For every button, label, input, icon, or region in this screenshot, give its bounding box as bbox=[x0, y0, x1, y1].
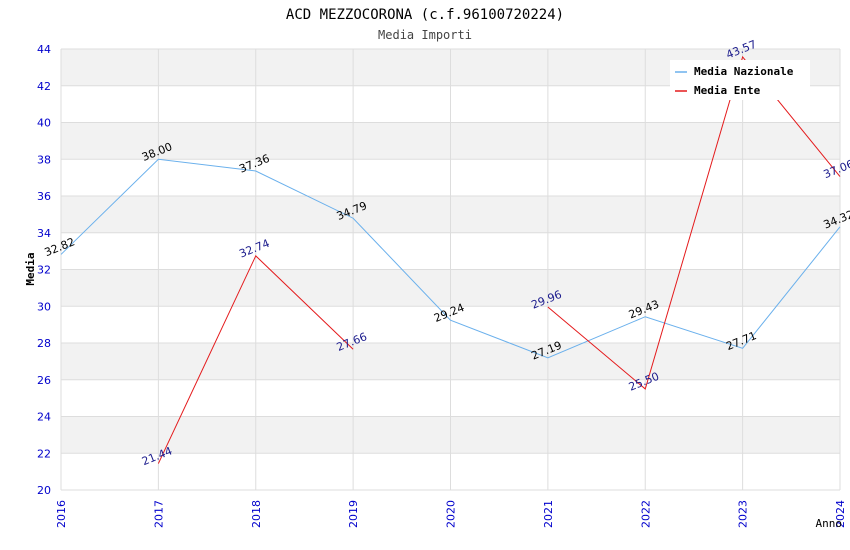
x-axis-label: Anno bbox=[816, 517, 843, 530]
x-tick-label: 2024 bbox=[834, 500, 847, 528]
x-tick-label: 2019 bbox=[347, 500, 360, 528]
legend-label-media-ente: Media Ente bbox=[694, 84, 761, 97]
y-tick-label: 28 bbox=[37, 337, 51, 350]
y-tick-label: 44 bbox=[37, 43, 51, 56]
y-tick-label: 42 bbox=[37, 80, 51, 93]
x-tick-label: 2023 bbox=[737, 500, 750, 528]
y-tick-labels: 20 22 24 26 28 30 32 34 36 38 40 42 44 bbox=[37, 43, 51, 497]
y-axis-label: Media bbox=[24, 252, 37, 285]
x-tick-label: 2016 bbox=[55, 500, 68, 528]
series-line-media-ente bbox=[547, 55, 841, 390]
series-line-media-ente bbox=[157, 255, 354, 464]
y-tick-label: 36 bbox=[37, 190, 51, 203]
chart-subtitle: Media Importi bbox=[378, 28, 472, 42]
data-label-media-ente: 32.74 bbox=[237, 237, 271, 261]
legend-label-media-nazionale: Media Nazionale bbox=[694, 65, 794, 78]
y-tick-label: 26 bbox=[37, 374, 51, 387]
y-tick-label: 40 bbox=[37, 117, 51, 130]
data-label-media-ente: 37.06 bbox=[822, 157, 850, 181]
x-tick-labels: 2016 2017 2018 2019 2020 2021 2022 2023 2024 bbox=[55, 500, 847, 528]
y-tick-label: 30 bbox=[37, 300, 51, 313]
chart-title: ACD MEZZOCORONA (c.f.96100720224) bbox=[286, 7, 564, 23]
x-tick-label: 2021 bbox=[542, 500, 555, 528]
x-tick-label: 2022 bbox=[639, 500, 652, 528]
x-tick-label: 2017 bbox=[152, 500, 165, 528]
y-tick-label: 24 bbox=[37, 411, 51, 424]
y-tick-label: 34 bbox=[37, 227, 51, 240]
legend: Media Nazionale Media Ente bbox=[670, 60, 810, 100]
series-lines bbox=[60, 55, 841, 464]
x-tick-label: 2018 bbox=[250, 500, 263, 528]
gridlines bbox=[60, 48, 841, 491]
y-tick-label: 32 bbox=[37, 264, 51, 277]
series-line-media-nazionale bbox=[60, 158, 841, 359]
legend-box bbox=[670, 60, 810, 100]
y-tick-label: 20 bbox=[37, 484, 51, 497]
x-tick-label: 2020 bbox=[445, 500, 458, 528]
y-tick-label: 38 bbox=[37, 153, 51, 166]
y-tick-label: 22 bbox=[37, 447, 51, 460]
